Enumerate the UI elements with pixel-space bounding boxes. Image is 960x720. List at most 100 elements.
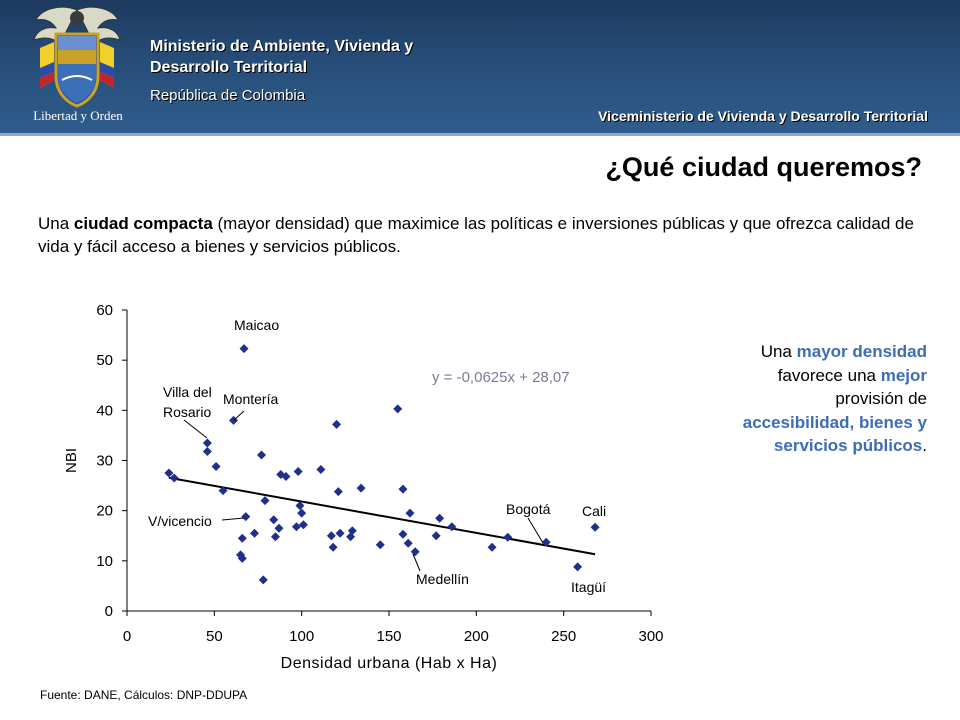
- data-point: [293, 467, 303, 477]
- data-point: [347, 526, 357, 536]
- y-tick-label: 60: [96, 302, 113, 319]
- intro-text-1: Una: [38, 214, 74, 233]
- y-tick-label: 10: [96, 553, 113, 570]
- data-point: [202, 438, 212, 448]
- y-tick-label: 20: [96, 503, 113, 520]
- data-point: [590, 522, 600, 532]
- data-point: [260, 496, 270, 506]
- annotation-label: V/vicencio: [148, 513, 212, 529]
- side-note-text-1: Una: [760, 342, 797, 361]
- data-point: [405, 508, 415, 518]
- data-point: [503, 532, 513, 542]
- ministry-name: Ministerio de Ambiente, Vivienda y Desar…: [150, 36, 413, 78]
- header-band: Libertad y Orden Ministerio de Ambiente,…: [0, 0, 960, 135]
- data-point: [281, 472, 291, 482]
- data-point: [256, 450, 266, 460]
- x-tick-label: 0: [123, 628, 131, 645]
- annotation-label: Bogotá: [506, 501, 551, 517]
- data-point: [202, 446, 212, 456]
- data-point: [375, 540, 385, 550]
- annotation-label: Itagüí: [571, 579, 606, 595]
- x-tick-label: 100: [289, 628, 314, 645]
- x-tick-label: 50: [206, 628, 223, 645]
- data-point: [237, 533, 247, 543]
- data-point: [274, 523, 284, 533]
- y-tick-label: 0: [105, 603, 113, 620]
- data-point: [410, 547, 420, 557]
- data-point: [326, 531, 336, 541]
- x-tick-label: 150: [376, 628, 401, 645]
- ministry-line-1: Ministerio de Ambiente, Vivienda y: [150, 38, 414, 55]
- annotation-leader: [412, 553, 421, 572]
- y-tick-label: 50: [96, 352, 113, 369]
- side-note-highlight-2: mejor: [880, 365, 927, 385]
- annotation-leader: [221, 517, 245, 521]
- coat-of-arms-icon: [33, 6, 121, 108]
- annotation-leader: [233, 410, 245, 421]
- x-tick-label: 200: [464, 628, 489, 645]
- data-point: [297, 508, 307, 518]
- data-point: [237, 553, 247, 563]
- data-point: [218, 486, 228, 496]
- annotation-label: Villa del: [163, 384, 212, 400]
- data-point: [328, 542, 338, 552]
- intro-paragraph: Una ciudad compacta (mayor densidad) que…: [38, 212, 928, 258]
- data-point: [164, 468, 174, 478]
- ministry-line-2: Desarrollo Territorial: [150, 59, 308, 76]
- data-point: [250, 528, 260, 538]
- x-tick-label: 300: [638, 628, 663, 645]
- data-point: [269, 515, 279, 525]
- trendline-equation: y = -0,0625x + 28,07: [432, 369, 570, 386]
- data-point: [398, 484, 408, 494]
- annotation-label: Medellín: [416, 571, 469, 587]
- motto-label: Libertad y Orden: [33, 108, 123, 123]
- data-point: [393, 404, 403, 414]
- data-point: [335, 528, 345, 538]
- source-note: Fuente: DANE, Cálculos: DNP-DDUPA: [40, 688, 248, 702]
- header-divider: [0, 133, 960, 136]
- data-point: [316, 465, 326, 475]
- data-point: [431, 531, 441, 541]
- page-title: ¿Qué ciudad queremos?: [605, 152, 922, 182]
- data-point: [332, 419, 342, 429]
- data-point: [403, 538, 413, 548]
- y-tick-label: 40: [96, 402, 113, 419]
- data-point: [346, 532, 356, 542]
- data-point: [356, 483, 366, 493]
- side-note-highlight-3: accesibilidad, bienes y servicios públic…: [742, 412, 927, 456]
- data-point: [541, 537, 551, 547]
- data-point: [447, 522, 457, 532]
- side-note-highlight-1: mayor densidad: [796, 342, 927, 361]
- annotation-label: Maicao: [234, 317, 279, 333]
- data-point: [333, 487, 343, 497]
- side-note-text-2: favorece una: [777, 365, 881, 385]
- x-axis-label: Densidad urbana (Hab x Ha): [281, 655, 498, 672]
- side-note: Una mayor densidad favorece una mejor pr…: [727, 340, 927, 458]
- data-point: [211, 462, 221, 472]
- data-point: [435, 513, 445, 523]
- y-tick-label: 30: [96, 453, 113, 470]
- side-note-text-4: .: [922, 436, 927, 455]
- intro-bold: ciudad compacta: [73, 214, 213, 233]
- side-note-text-3: provisión de: [835, 389, 927, 408]
- annotation-label: Cali: [582, 503, 606, 519]
- intro-text-2: (mayor densidad) que maximice las políti…: [38, 214, 914, 256]
- vice-ministry-label: Viceministerio de Vivienda y Desarrollo …: [598, 108, 928, 124]
- data-point: [573, 562, 583, 572]
- data-point: [169, 473, 179, 483]
- annotation-label: Montería: [223, 391, 278, 407]
- x-tick-label: 250: [551, 628, 576, 645]
- trendline: [168, 476, 596, 556]
- data-point: [291, 522, 301, 532]
- annotation-label: Rosario: [163, 404, 211, 420]
- data-point: [398, 529, 408, 539]
- scatter-chart: 0 10 20 30 40 50 60 0 50 100 150 200 250 300 Densidad …: [63, 302, 664, 672]
- annotation-leader: [527, 517, 544, 544]
- data-point: [295, 501, 305, 511]
- annotation-leader: [183, 419, 208, 439]
- data-point: [239, 344, 249, 354]
- data-point: [298, 520, 308, 530]
- data-point: [236, 550, 246, 560]
- republic-label: República de Colombia: [150, 87, 306, 104]
- data-point: [487, 542, 497, 552]
